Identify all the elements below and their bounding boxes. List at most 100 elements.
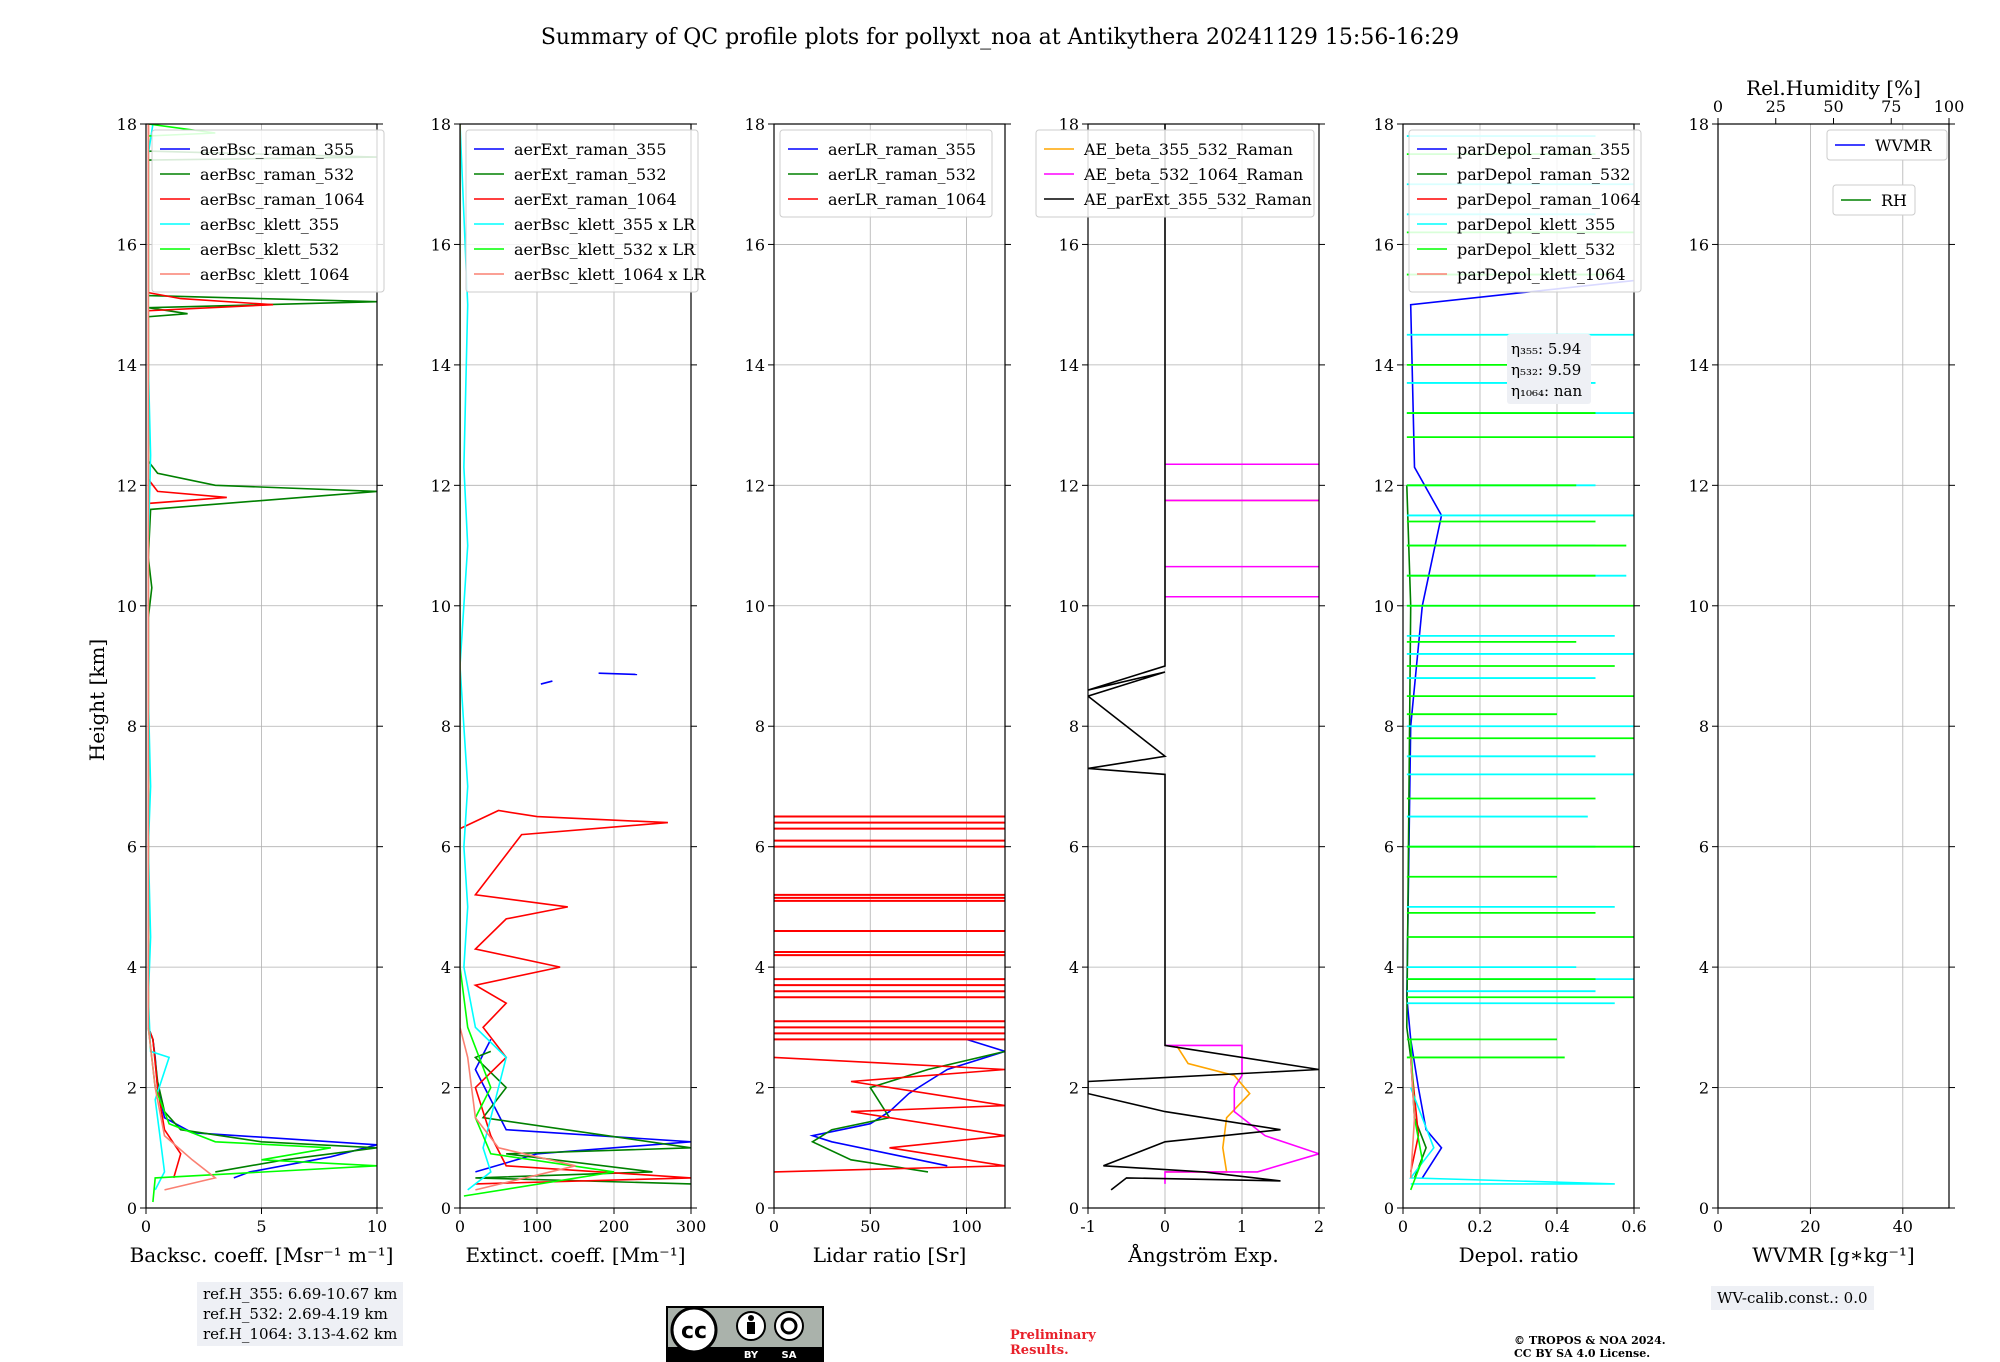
cc-by-sa-icon: cc BY SA — [666, 1306, 824, 1362]
y-tick-label: 2 — [1384, 1079, 1394, 1098]
legend-label: parDepol_raman_1064 — [1457, 190, 1641, 209]
x2-axis-label: Rel.Humidity [%] — [1746, 76, 1921, 100]
x-tick-label: 0 — [1713, 1217, 1723, 1236]
x2-tick-label: 0 — [1713, 97, 1723, 116]
legend-label: aerBsc_klett_1064 — [200, 265, 349, 284]
x-axis-label: Ångström Exp. — [1127, 1242, 1278, 1267]
y-axis-label: Height [km] — [85, 639, 109, 761]
y-tick-label: 18 — [117, 115, 137, 134]
y-tick-label: 14 — [1689, 356, 1709, 375]
ref-height-box: ref.H_355: 6.69-10.67 km ref.H_532: 2.69… — [197, 1282, 404, 1346]
legend-box — [1035, 129, 1315, 218]
y-tick-label: 12 — [431, 476, 451, 495]
data-layer — [774, 815, 1005, 1173]
x-tick-label: 20 — [1800, 1217, 1820, 1236]
x-tick-label: 5 — [256, 1217, 266, 1236]
series-aerext-raman-355-line — [474, 1039, 691, 1173]
x-tick-label: 200 — [599, 1217, 630, 1236]
y-tick-label: 0 — [127, 1199, 137, 1218]
series-aerbsc-klett-355-x-lr-line — [460, 124, 508, 1191]
series-aerbsc-klett-355-line — [147, 124, 171, 1191]
y-tick-label: 18 — [745, 115, 765, 134]
y-tick-label: 2 — [1069, 1079, 1079, 1098]
legend-label: WVMR — [1875, 136, 1932, 155]
y-tick-label: 0 — [441, 1199, 451, 1218]
legend-label: aerBsc_klett_1064 x LR — [514, 265, 706, 284]
x2-tick-label: 50 — [1823, 97, 1843, 116]
series-aerlr-raman-532-line — [810, 1050, 1005, 1173]
legend-label: parDepol_klett_1064 — [1457, 265, 1626, 284]
legend-label: AE_parExt_355_532_Raman — [1083, 190, 1312, 209]
y-tick-label: 2 — [441, 1079, 451, 1098]
x2-tick-label: 75 — [1881, 97, 1901, 116]
y-tick-label: 18 — [1374, 115, 1394, 134]
y-tick-label: 8 — [127, 717, 137, 736]
x-tick-label: 40 — [1893, 1217, 1913, 1236]
y-tick-label: 14 — [117, 356, 137, 375]
y-tick-label: 12 — [1374, 476, 1394, 495]
series-aerext-raman-355-segment — [598, 672, 638, 676]
svg-text:cc: cc — [681, 1319, 707, 1344]
y-tick-label: 8 — [755, 717, 765, 736]
y-tick-label: 16 — [1374, 235, 1394, 254]
y-tick-label: 2 — [755, 1079, 765, 1098]
x-axis-label: Lidar ratio [Sr] — [813, 1243, 967, 1267]
y-tick-label: 6 — [127, 838, 137, 857]
y-tick-label: 4 — [755, 958, 765, 977]
y-tick-label: 2 — [1699, 1079, 1709, 1098]
y-tick-label: 4 — [127, 958, 137, 977]
panel-6: 0 20 40 0 2 4 6 8 10 12 14 16 18 WVMR [g∗kg⁻¹] 0 25 50 75… — [1689, 76, 1965, 1267]
legend-box — [1408, 129, 1642, 293]
y-tick-label: 12 — [1689, 476, 1709, 495]
x-tick-label: -1 — [1080, 1217, 1096, 1236]
legend-label: AE_beta_532_1064_Raman — [1083, 165, 1303, 184]
eta-annotation-line: η₁₀₆₄: nan — [1511, 382, 1582, 400]
legend-box — [779, 129, 993, 218]
copyright-note: © TROPOS & NOA 2024. CC BY SA 4.0 Licens… — [1514, 1334, 1666, 1360]
cc-sa-label: SA — [782, 1350, 797, 1361]
legend-label: aerBsc_klett_355 x LR — [514, 215, 696, 234]
x-tick-label: 0.6 — [1621, 1217, 1646, 1236]
legend-label: RH — [1881, 191, 1907, 210]
y-tick-label: 12 — [1059, 476, 1079, 495]
x-axis-label: Extinct. coeff. [Mm⁻¹] — [465, 1243, 685, 1267]
wv-calib-box: WV-calib.const.: 0.0 — [1711, 1286, 1874, 1310]
y-tick-label: 16 — [117, 235, 137, 254]
x-tick-label: 0 — [769, 1217, 779, 1236]
data-layer — [147, 124, 377, 1203]
legend-label: parDepol_klett_532 — [1457, 240, 1615, 259]
y-tick-label: 10 — [1059, 597, 1079, 616]
series-pardepol-klett-1064-line — [1409, 1057, 1416, 1178]
y-tick-label: 10 — [1374, 597, 1394, 616]
eta-annotation-box — [1507, 334, 1591, 404]
x-tick-label: 100 — [951, 1217, 982, 1236]
eta-annotation-line: η₅₃₂: 9.59 — [1511, 361, 1581, 379]
x2-tick-label: 25 — [1766, 97, 1786, 116]
legend-label: aerBsc_raman_532 — [200, 165, 354, 184]
y-tick-label: 8 — [441, 717, 451, 736]
legend-label: aerLR_raman_355 — [828, 140, 976, 159]
plot-area — [1088, 124, 1319, 1208]
legend-label: parDepol_raman_355 — [1457, 140, 1630, 159]
legend-label: aerExt_raman_532 — [514, 165, 667, 184]
x-axis-label: WVMR [g∗kg⁻¹] — [1752, 1243, 1914, 1267]
legend-label: aerBsc_klett_355 — [200, 215, 339, 234]
y-tick-label: 12 — [117, 476, 137, 495]
x-axis-label: Backsc. coeff. [Msr⁻¹ m⁻¹] — [130, 1243, 394, 1267]
y-tick-label: 16 — [1689, 235, 1709, 254]
preliminary-note: Preliminary Results. — [1010, 1328, 1096, 1358]
series-aerext-raman-1064-line — [460, 809, 691, 1185]
y-tick-label: 0 — [1384, 1199, 1394, 1218]
y-tick-label: 18 — [1059, 115, 1079, 134]
legend-label: parDepol_raman_532 — [1457, 165, 1630, 184]
x-tick-label: 1 — [1237, 1217, 1247, 1236]
ref-height-532: ref.H_532: 2.69-4.19 km — [203, 1305, 388, 1323]
plot-frame — [1087, 123, 1320, 1209]
series-aerext-raman-355-segment — [540, 680, 553, 685]
figure-title: Summary of QC profile plots for pollyxt_… — [541, 25, 1459, 50]
panel-1: 0 5 10 0 2 4 6 8 10 12 14 16 18 Backsc. coeff. [Msr⁻¹… — [117, 115, 394, 1267]
panel-5: 0 0.2 0.4 0.6 0 2 4 6 8 10 12 14 16 18 Depol. ratio par… — [1374, 115, 1647, 1267]
legend-label: aerBsc_klett_532 — [200, 240, 339, 259]
y-tick-label: 10 — [431, 597, 451, 616]
